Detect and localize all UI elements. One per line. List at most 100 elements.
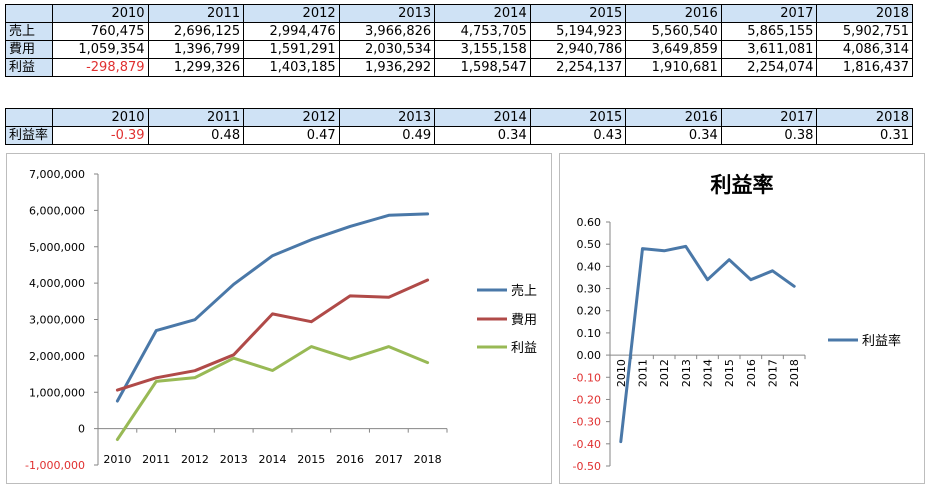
x-tick-label: 2017 bbox=[767, 359, 780, 387]
year-header: 2012 bbox=[243, 4, 340, 23]
table-cell: 760,475 bbox=[52, 22, 149, 41]
y-tick-label: 2,000,000 bbox=[29, 350, 85, 363]
y-tick-label: 0.60 bbox=[577, 216, 602, 229]
y-tick-label: 0.00 bbox=[577, 349, 602, 362]
y-tick-label: 0.30 bbox=[577, 283, 602, 296]
table-cell: 1,059,354 bbox=[52, 40, 149, 59]
table-cell: 1,403,185 bbox=[243, 58, 340, 77]
legend-label: 売上 bbox=[511, 283, 537, 299]
table-cell-negative: -298,879 bbox=[52, 58, 149, 77]
y-tick-label: 6,000,000 bbox=[29, 204, 85, 217]
x-tick-label: 2012 bbox=[658, 359, 671, 387]
year-header: 2012 bbox=[243, 108, 340, 127]
year-header: 2017 bbox=[720, 108, 818, 127]
table-cell: 3,966,826 bbox=[338, 22, 436, 41]
year-header: 2011 bbox=[147, 4, 245, 23]
legend-label: 利益率 bbox=[862, 333, 901, 349]
year-header: 2018 bbox=[816, 4, 913, 23]
table-cell: 3,155,158 bbox=[434, 40, 531, 59]
table-row-uriage: 売上 760,475 2,696,125 2,994,476 3,966,826… bbox=[5, 22, 913, 41]
table-cell: 1,396,799 bbox=[147, 40, 245, 59]
y-tick-label: 0.20 bbox=[577, 305, 602, 318]
table-cell: 0.34 bbox=[434, 126, 531, 145]
x-tick-label: 2018 bbox=[414, 453, 442, 466]
y-tick-label: -0.20 bbox=[573, 393, 601, 406]
table-cell: 0.34 bbox=[625, 126, 722, 145]
year-header: 2015 bbox=[529, 108, 627, 127]
x-tick-label: 2011 bbox=[142, 453, 170, 466]
ratio-table: 2010 2011 2012 2013 2014 2015 2016 2017 … bbox=[5, 108, 913, 145]
x-tick-label: 2014 bbox=[702, 359, 715, 387]
y-tick-label: 5,000,000 bbox=[29, 241, 85, 254]
table-cell: 0.31 bbox=[816, 126, 913, 145]
row-label: 利益率 bbox=[5, 126, 53, 145]
corner-cell bbox=[5, 4, 53, 23]
table-cell: 2,940,786 bbox=[529, 40, 627, 59]
table-row-hiyou: 費用 1,059,354 1,396,799 1,591,291 2,030,5… bbox=[5, 40, 913, 59]
corner-cell bbox=[5, 108, 53, 127]
row-label: 費用 bbox=[5, 40, 53, 59]
y-tick-label: -0.10 bbox=[573, 371, 601, 384]
ratio-chart-svg: 利益率 0.60 0.50 0.40 0.30 0.20 0.10 0.00 -0.10 -0.2… bbox=[573, 173, 901, 473]
table-cell: 0.48 bbox=[147, 126, 245, 145]
year-header: 2013 bbox=[338, 4, 436, 23]
y-tick-label: 0.40 bbox=[577, 260, 602, 273]
y-tick-label: -1,000,000 bbox=[25, 459, 85, 472]
table-cell: 2,696,125 bbox=[147, 22, 245, 41]
x-tick-label: 2013 bbox=[680, 359, 693, 387]
legend-label: 費用 bbox=[511, 313, 537, 328]
series-line-ratio bbox=[619, 244, 796, 444]
table-cell: 2,994,476 bbox=[243, 22, 340, 41]
year-header: 2016 bbox=[625, 108, 722, 127]
y-tick-label: 0 bbox=[78, 423, 85, 436]
table-cell: 0.47 bbox=[243, 126, 340, 145]
table-cell: 3,611,081 bbox=[720, 40, 818, 59]
table-cell: 0.49 bbox=[338, 126, 436, 145]
row-label: 利益 bbox=[5, 58, 53, 77]
table-cell: 2,254,074 bbox=[720, 58, 818, 77]
series-line-rieki bbox=[115, 345, 430, 441]
table-row-rieki: 利益 -298,879 1,299,326 1,403,185 1,936,29… bbox=[5, 58, 913, 77]
revenue-line-chart[interactable]: 7,000,000 6,000,000 5,000,000 4,000,000 3,00… bbox=[6, 153, 552, 484]
x-tick-label: 2017 bbox=[375, 453, 403, 466]
year-header: 2010 bbox=[52, 108, 149, 127]
revenue-chart-svg: 7,000,000 6,000,000 5,000,000 4,000,000 3,00… bbox=[25, 168, 537, 472]
y-tick-label: 1,000,000 bbox=[29, 386, 85, 399]
year-header: 2017 bbox=[720, 4, 818, 23]
year-header: 2011 bbox=[147, 108, 245, 127]
table-cell: 0.38 bbox=[720, 126, 818, 145]
x-tick-label: 2016 bbox=[745, 359, 758, 387]
series-line-hiyou bbox=[115, 278, 430, 392]
revenue-table: 2010 2011 2012 2013 2014 2015 2016 2017 … bbox=[5, 4, 913, 77]
x-tick-label: 2012 bbox=[181, 453, 209, 466]
table-cell: 1,816,437 bbox=[816, 58, 913, 77]
x-tick-label: 2015 bbox=[723, 359, 736, 387]
table-cell: 1,910,681 bbox=[625, 58, 722, 77]
y-tick-label: 4,000,000 bbox=[29, 277, 85, 290]
row-label: 売上 bbox=[5, 22, 53, 41]
y-tick-label: 3,000,000 bbox=[29, 314, 85, 327]
table-cell: 3,649,859 bbox=[625, 40, 722, 59]
x-tick-label: 2013 bbox=[220, 453, 248, 466]
ratio-table-header-row: 2010 2011 2012 2013 2014 2015 2016 2017 … bbox=[5, 108, 913, 127]
y-tick-label: -0.40 bbox=[573, 438, 601, 451]
year-header: 2015 bbox=[529, 4, 627, 23]
x-tick-label: 2011 bbox=[637, 359, 650, 387]
series-line-uriage bbox=[115, 212, 430, 403]
table-row-ratio: 利益率 -0.39 0.48 0.47 0.49 0.34 0.43 0.34 … bbox=[5, 126, 913, 145]
ratio-line-chart[interactable]: 利益率 0.60 0.50 0.40 0.30 0.20 0.10 0.00 -0.10 -0.2… bbox=[559, 153, 925, 484]
table-cell: 0.43 bbox=[529, 126, 627, 145]
y-tick-label: -0.30 bbox=[573, 416, 601, 429]
x-tick-label: 2015 bbox=[297, 453, 325, 466]
year-header: 2018 bbox=[816, 108, 913, 127]
table-cell: 5,902,751 bbox=[816, 22, 913, 41]
y-tick-label: -0.50 bbox=[573, 460, 601, 473]
y-tick-label: 0.50 bbox=[577, 238, 602, 251]
table-cell: 1,936,292 bbox=[338, 58, 436, 77]
revenue-table-header-row: 2010 2011 2012 2013 2014 2015 2016 2017 … bbox=[5, 4, 913, 23]
legend-label: 利益 bbox=[511, 341, 537, 356]
table-cell: 1,591,291 bbox=[243, 40, 340, 59]
x-tick-label: 2018 bbox=[788, 359, 801, 387]
year-header: 2013 bbox=[338, 108, 436, 127]
table-cell-negative: -0.39 bbox=[52, 126, 149, 145]
